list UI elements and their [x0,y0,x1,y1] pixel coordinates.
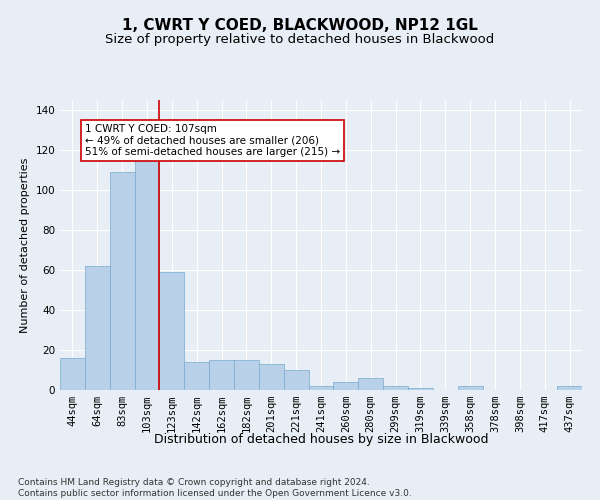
Bar [557,386,582,390]
Y-axis label: Number of detached properties: Number of detached properties [20,158,30,332]
Bar [60,358,85,390]
Text: 1 CWRT Y COED: 107sqm
← 49% of detached houses are smaller (206)
51% of semi-det: 1 CWRT Y COED: 107sqm ← 49% of detached … [85,124,340,157]
Bar [134,156,160,390]
Bar [259,364,284,390]
Bar [358,378,383,390]
Bar [110,172,134,390]
Bar [234,360,259,390]
Bar [308,386,334,390]
Text: Distribution of detached houses by size in Blackwood: Distribution of detached houses by size … [154,432,488,446]
Bar [184,362,209,390]
Bar [458,386,482,390]
Text: Size of property relative to detached houses in Blackwood: Size of property relative to detached ho… [106,32,494,46]
Bar [334,382,358,390]
Bar [85,266,110,390]
Text: Contains HM Land Registry data © Crown copyright and database right 2024.
Contai: Contains HM Land Registry data © Crown c… [18,478,412,498]
Bar [160,272,184,390]
Bar [284,370,308,390]
Text: 1, CWRT Y COED, BLACKWOOD, NP12 1GL: 1, CWRT Y COED, BLACKWOOD, NP12 1GL [122,18,478,32]
Bar [383,386,408,390]
Bar [209,360,234,390]
Bar [408,388,433,390]
